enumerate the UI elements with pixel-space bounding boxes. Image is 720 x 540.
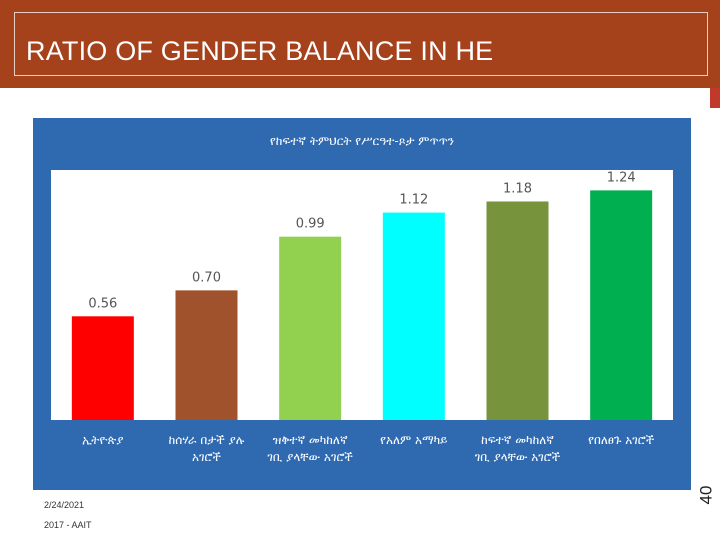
slide-number-text: 40 xyxy=(695,485,715,505)
bar-value-label-3: 0.99 xyxy=(296,217,325,232)
bar-2 xyxy=(175,290,238,420)
bar-value-label-2: 0.70 xyxy=(192,270,221,285)
bar-value-label-6: 1.24 xyxy=(607,170,636,185)
bar-value-label-1: 0.56 xyxy=(88,296,117,311)
bar-6 xyxy=(590,190,653,420)
slide-number: 40 xyxy=(692,470,720,520)
title-bar xyxy=(0,0,720,88)
bar-1 xyxy=(71,316,134,420)
title-accent xyxy=(710,88,720,108)
category-label-4: የአለም አማካይ xyxy=(380,433,447,447)
bar-4 xyxy=(382,212,445,420)
slide-title: RATIO OF GENDER BALANCE IN HE xyxy=(26,36,494,66)
plot-area xyxy=(51,170,673,420)
footer-date: 2/24/2021 xyxy=(44,500,85,510)
category-label-3: ዝቅተኛ መካከለኛ ገቢ ያላቸው አገሮች xyxy=(267,433,353,464)
footer-source: 2017 - AAIT xyxy=(44,520,92,530)
category-label-5: ከፍተኛ መካከለኛ ገቢ ያላቸው አገሮች xyxy=(475,433,561,464)
bar-5 xyxy=(486,201,549,420)
bar-value-label-4: 1.12 xyxy=(399,193,428,208)
title-frame xyxy=(14,12,708,76)
category-label-6: የበለፀጉ አገሮች xyxy=(588,433,655,447)
category-label-2: ከሰሃራ በታች ያሉ አገሮች xyxy=(169,433,245,464)
category-label-1: ኢትዮጵያ xyxy=(82,433,123,447)
bar-chart: የከፍተኛ ትምህርት የሥርዓተ-ጾታ ምጥጥን 0.56 ኢትዮጵያ 0.70 ከሰ… xyxy=(51,134,673,464)
bar-3 xyxy=(279,236,342,420)
bar-value-label-5: 1.18 xyxy=(503,181,532,196)
chart-panel: የከፍተኛ ትምህርት የሥርዓተ-ጾታ ምጥጥን 0.56 ኢትዮጵያ 0.70 ከሰ… xyxy=(33,118,691,490)
chart-title: የከፍተኛ ትምህርት የሥርዓተ-ጾታ ምጥጥን xyxy=(270,134,454,148)
